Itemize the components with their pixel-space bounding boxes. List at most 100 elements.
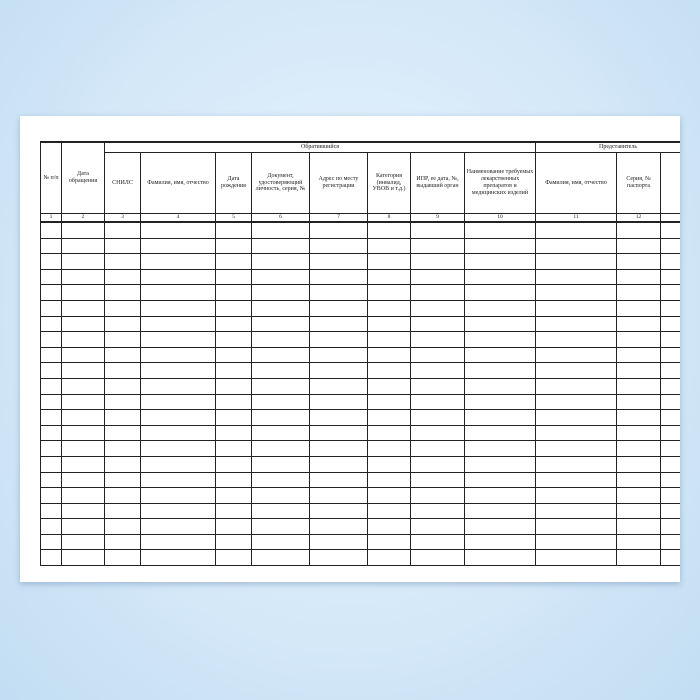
empty-cell[interactable]	[40, 487, 62, 504]
empty-cell[interactable]	[410, 299, 465, 317]
empty-cell[interactable]	[251, 221, 310, 239]
empty-cell[interactable]	[367, 362, 411, 379]
empty-cell[interactable]	[215, 268, 252, 286]
empty-cell[interactable]	[104, 533, 141, 551]
empty-cell[interactable]	[367, 284, 411, 301]
empty-cell[interactable]	[616, 487, 662, 504]
empty-cell[interactable]	[104, 377, 141, 395]
empty-cell[interactable]	[140, 331, 216, 348]
empty-cell[interactable]	[367, 315, 411, 333]
empty-cell[interactable]	[410, 284, 465, 301]
empty-cell[interactable]	[660, 424, 680, 442]
empty-cell[interactable]	[61, 284, 105, 301]
empty-cell[interactable]	[104, 299, 141, 317]
empty-cell[interactable]	[251, 502, 310, 520]
empty-cell[interactable]	[215, 299, 252, 317]
empty-cell[interactable]	[251, 299, 310, 317]
empty-cell[interactable]	[367, 518, 411, 535]
empty-cell[interactable]	[61, 549, 105, 567]
empty-cell[interactable]	[309, 237, 368, 255]
empty-cell[interactable]	[660, 346, 680, 364]
empty-cell[interactable]	[140, 221, 216, 239]
empty-cell[interactable]	[215, 221, 252, 239]
empty-cell[interactable]	[660, 221, 680, 239]
empty-cell[interactable]	[616, 253, 662, 270]
empty-cell[interactable]	[309, 268, 368, 286]
empty-cell[interactable]	[660, 315, 680, 333]
empty-cell[interactable]	[40, 331, 62, 348]
empty-cell[interactable]	[40, 377, 62, 395]
empty-cell[interactable]	[309, 221, 368, 239]
empty-cell[interactable]	[616, 455, 662, 473]
empty-cell[interactable]	[215, 409, 252, 426]
empty-cell[interactable]	[367, 393, 411, 411]
empty-cell[interactable]	[61, 393, 105, 411]
empty-cell[interactable]	[660, 487, 680, 504]
empty-cell[interactable]	[140, 362, 216, 379]
empty-cell[interactable]	[215, 393, 252, 411]
empty-cell[interactable]	[660, 299, 680, 317]
empty-cell[interactable]	[215, 284, 252, 301]
empty-cell[interactable]	[309, 518, 368, 535]
empty-cell[interactable]	[463, 331, 537, 348]
empty-cell[interactable]	[40, 315, 62, 333]
empty-cell[interactable]	[251, 549, 310, 567]
empty-cell[interactable]	[463, 549, 537, 567]
empty-cell[interactable]	[535, 440, 618, 457]
empty-cell[interactable]	[61, 377, 105, 395]
empty-cell[interactable]	[535, 409, 618, 426]
empty-cell[interactable]	[40, 424, 62, 442]
empty-cell[interactable]	[463, 377, 537, 395]
empty-cell[interactable]	[104, 268, 141, 286]
empty-cell[interactable]	[616, 362, 662, 379]
empty-cell[interactable]	[140, 487, 216, 504]
empty-cell[interactable]	[309, 502, 368, 520]
empty-cell[interactable]	[535, 253, 618, 270]
empty-cell[interactable]	[463, 424, 537, 442]
empty-cell[interactable]	[251, 471, 310, 489]
empty-cell[interactable]	[660, 549, 680, 567]
empty-cell[interactable]	[463, 299, 537, 317]
empty-cell[interactable]	[140, 533, 216, 551]
empty-cell[interactable]	[61, 424, 105, 442]
empty-cell[interactable]	[410, 533, 465, 551]
empty-cell[interactable]	[309, 440, 368, 457]
empty-cell[interactable]	[616, 284, 662, 301]
empty-cell[interactable]	[251, 409, 310, 426]
empty-cell[interactable]	[410, 237, 465, 255]
empty-cell[interactable]	[410, 377, 465, 395]
empty-cell[interactable]	[104, 237, 141, 255]
empty-cell[interactable]	[251, 331, 310, 348]
empty-cell[interactable]	[251, 377, 310, 395]
empty-cell[interactable]	[660, 362, 680, 379]
empty-cell[interactable]	[616, 409, 662, 426]
empty-cell[interactable]	[251, 237, 310, 255]
empty-cell[interactable]	[616, 424, 662, 442]
empty-cell[interactable]	[104, 549, 141, 567]
empty-cell[interactable]	[140, 393, 216, 411]
empty-cell[interactable]	[251, 518, 310, 535]
empty-cell[interactable]	[535, 299, 618, 317]
empty-cell[interactable]	[140, 502, 216, 520]
empty-cell[interactable]	[660, 502, 680, 520]
empty-cell[interactable]	[215, 533, 252, 551]
empty-cell[interactable]	[367, 331, 411, 348]
empty-cell[interactable]	[463, 455, 537, 473]
empty-cell[interactable]	[463, 502, 537, 520]
empty-cell[interactable]	[251, 424, 310, 442]
empty-cell[interactable]	[410, 253, 465, 270]
empty-cell[interactable]	[463, 237, 537, 255]
empty-cell[interactable]	[463, 518, 537, 535]
empty-cell[interactable]	[61, 533, 105, 551]
empty-cell[interactable]	[61, 518, 105, 535]
empty-cell[interactable]	[40, 455, 62, 473]
empty-cell[interactable]	[40, 533, 62, 551]
empty-cell[interactable]	[660, 471, 680, 489]
empty-cell[interactable]	[367, 268, 411, 286]
empty-cell[interactable]	[40, 268, 62, 286]
empty-cell[interactable]	[309, 377, 368, 395]
empty-cell[interactable]	[616, 346, 662, 364]
empty-cell[interactable]	[616, 502, 662, 520]
empty-cell[interactable]	[535, 424, 618, 442]
empty-cell[interactable]	[309, 549, 368, 567]
